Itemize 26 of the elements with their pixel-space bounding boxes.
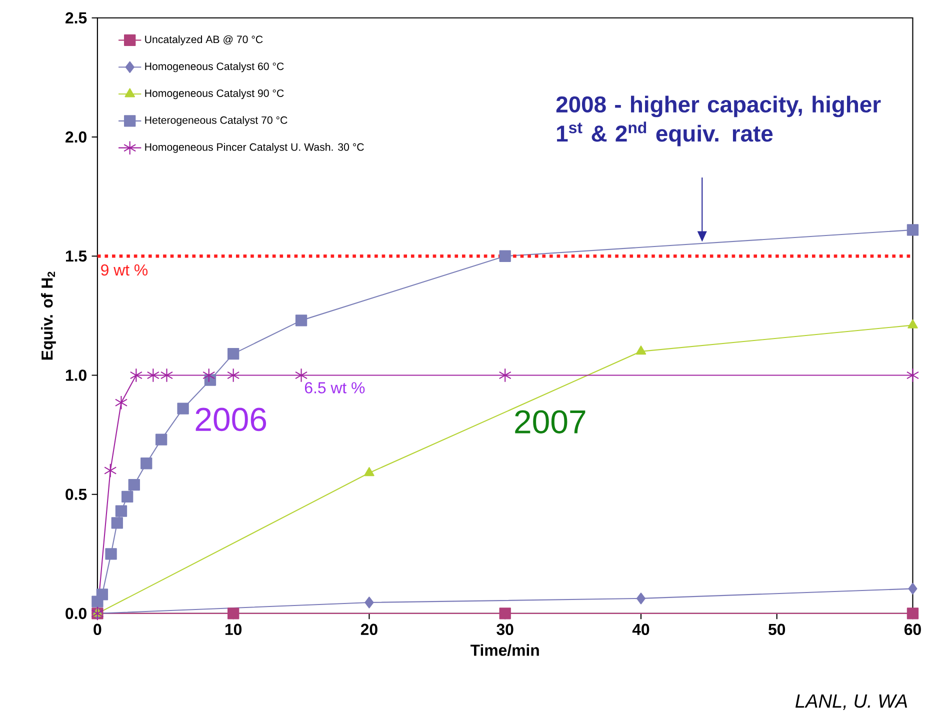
annotation: 2006 [196, 408, 266, 431]
x-tick-label: 30 [496, 624, 514, 635]
y-tick-label: 0.5 [66, 488, 87, 500]
annotation: 2007 [515, 410, 586, 434]
y-tick-label: 1.0 [66, 369, 86, 381]
x-tick-label: 40 [632, 624, 650, 635]
x-tick-label: 60 [904, 624, 921, 635]
legend-label: Homogeneous Catalyst 90 °C [145, 88, 284, 99]
x-axis-title: Time/min [470, 644, 539, 656]
ref-line-label: 9 wt % [101, 264, 148, 276]
x-tick-label: 20 [360, 624, 378, 635]
legend-label: Homogeneous Catalyst 60 °C [145, 62, 284, 72]
x-tick-label: 0 [94, 624, 102, 635]
annotation: 2008 - higher capacity, higher 1$^{st}$ & 2$^{nd}$ equiv. rate [556, 95, 881, 146]
x-tick-label: 10 [225, 624, 242, 635]
legend-label: Homogeneous Pincer Catalyst U. Wash. 30 °C [145, 142, 364, 153]
y-axis-title: Equiv. of H$_{2}$ [41, 272, 56, 360]
text: LANL, U. WA [795, 694, 908, 710]
x-tick-label: 50 [768, 624, 786, 635]
y-tick-label: 1.5 [66, 250, 87, 262]
legend-label: Heterogeneous Catalyst 70 °C [145, 116, 288, 126]
annotation: 6.5 wt % [304, 382, 365, 394]
y-tick-label: 2.0 [66, 131, 86, 142]
y-tick-label: 0.0 [66, 608, 86, 619]
legend-label: Uncatalyzed AB @ 70 °C [145, 35, 263, 46]
y-tick-label: 2.5 [66, 12, 87, 24]
